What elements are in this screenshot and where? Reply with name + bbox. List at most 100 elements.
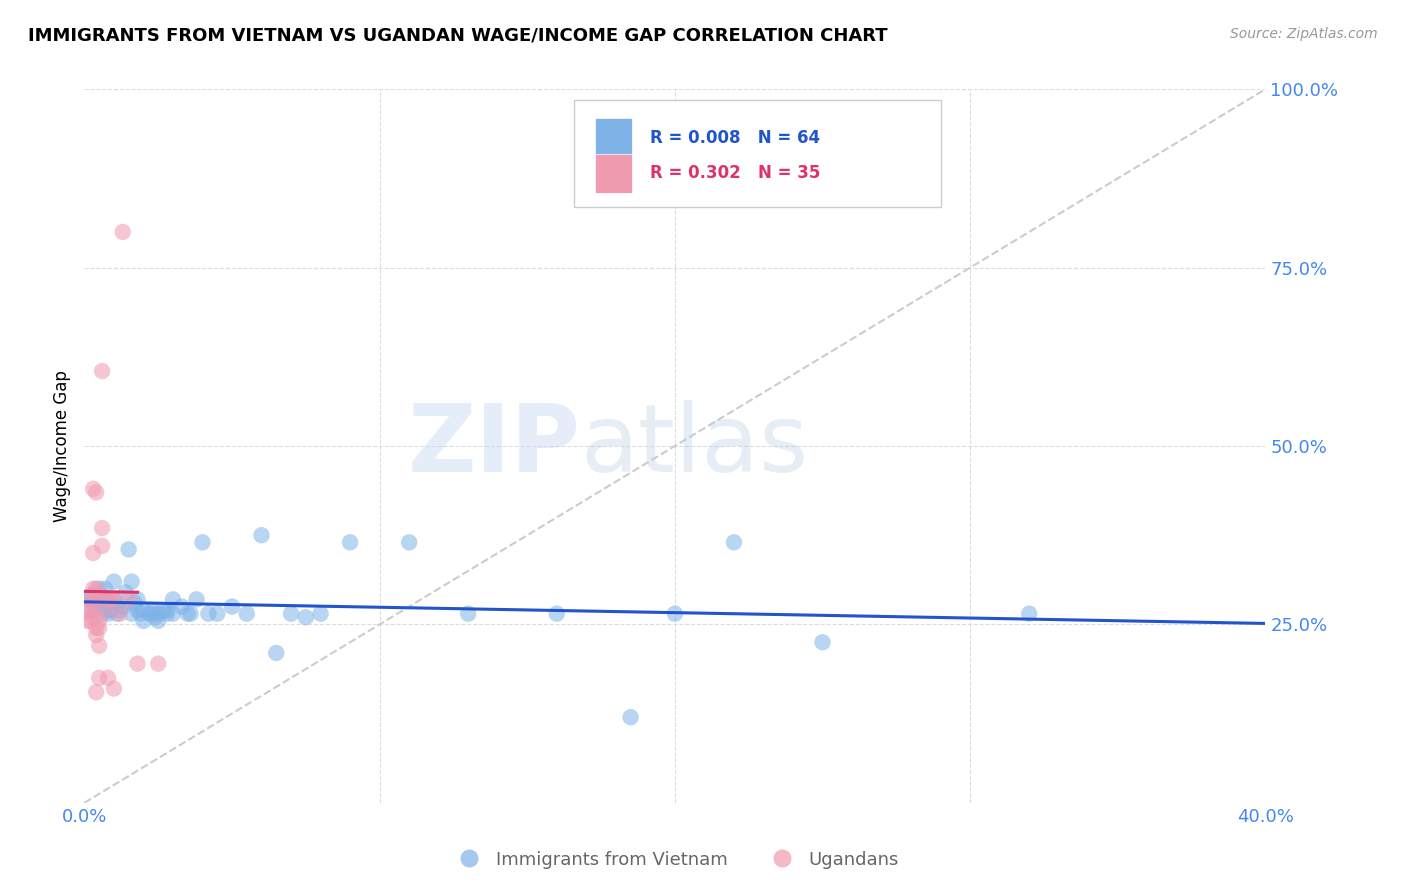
FancyBboxPatch shape (595, 118, 633, 157)
Point (108, 607, 131, 621)
Point (141, 603, 163, 617)
Point (105, 599, 128, 614)
Point (91, 521, 114, 535)
Point (89, 589, 111, 603)
Point (148, 607, 170, 621)
Point (100, 603, 122, 617)
Point (84, 485, 107, 500)
Point (82, 610, 104, 624)
Point (664, 607, 686, 621)
Point (546, 607, 568, 621)
Text: atlas: atlas (581, 400, 808, 492)
Point (129, 607, 152, 621)
Point (79, 614, 101, 628)
Point (264, 646, 288, 660)
Text: R = 0.008   N = 64: R = 0.008 N = 64 (650, 128, 820, 146)
Point (339, 535, 361, 549)
Y-axis label: Wage/Income Gap: Wage/Income Gap (53, 370, 72, 522)
Point (76, 603, 98, 617)
Point (148, 657, 170, 671)
Point (84, 628, 107, 642)
Point (205, 607, 228, 621)
Point (111, 599, 134, 614)
Point (619, 710, 641, 724)
Point (108, 603, 131, 617)
Point (82, 482, 104, 496)
Point (156, 607, 179, 621)
Text: R = 0.302   N = 35: R = 0.302 N = 35 (650, 164, 821, 182)
Point (162, 592, 184, 607)
Point (82, 582, 104, 596)
Point (197, 607, 219, 621)
Legend: Immigrants from Vietnam, Ugandans: Immigrants from Vietnam, Ugandans (443, 844, 907, 876)
FancyBboxPatch shape (575, 100, 941, 207)
Point (89, 582, 111, 596)
Point (177, 607, 200, 621)
Point (723, 535, 745, 549)
Point (84, 621, 107, 635)
Point (91, 596, 114, 610)
Point (148, 614, 170, 628)
Point (84, 582, 107, 596)
Point (82, 603, 104, 617)
Point (156, 603, 179, 617)
Point (79, 592, 101, 607)
Point (89, 671, 111, 685)
Point (191, 535, 214, 549)
Point (143, 610, 166, 624)
Point (118, 592, 141, 607)
Point (457, 607, 479, 621)
Point (114, 585, 136, 599)
Point (127, 592, 149, 607)
Point (295, 610, 318, 624)
Point (89, 589, 111, 603)
Point (97, 592, 120, 607)
Point (132, 614, 155, 628)
Point (236, 607, 259, 621)
Point (111, 225, 134, 239)
Point (79, 603, 101, 617)
Point (91, 539, 114, 553)
Point (309, 607, 332, 621)
Point (811, 635, 834, 649)
Point (121, 574, 143, 589)
Point (221, 599, 243, 614)
Point (97, 603, 120, 617)
Point (97, 671, 120, 685)
Point (100, 596, 122, 610)
Point (89, 621, 111, 635)
Point (132, 603, 155, 617)
Point (103, 574, 125, 589)
Point (250, 528, 273, 542)
FancyBboxPatch shape (595, 153, 633, 193)
Point (186, 592, 208, 607)
Point (84, 685, 107, 699)
Text: IMMIGRANTS FROM VIETNAM VS UGANDAN WAGE/INCOME GAP CORRELATION CHART: IMMIGRANTS FROM VIETNAM VS UGANDAN WAGE/… (28, 27, 887, 45)
Point (91, 364, 114, 378)
Point (84, 592, 107, 607)
Point (105, 607, 128, 621)
Point (89, 639, 111, 653)
Point (103, 592, 125, 607)
Point (170, 599, 193, 614)
Point (76, 592, 98, 607)
Point (82, 596, 104, 610)
Point (180, 607, 202, 621)
Point (398, 535, 420, 549)
Point (76, 614, 98, 628)
Point (280, 607, 302, 621)
Point (127, 603, 149, 617)
Point (127, 657, 149, 671)
Point (103, 592, 125, 607)
Point (103, 681, 125, 696)
Point (94, 592, 117, 607)
Point (138, 607, 160, 621)
Point (79, 589, 101, 603)
Point (100, 592, 122, 607)
Point (124, 596, 146, 610)
Point (94, 582, 117, 596)
Point (1018, 607, 1040, 621)
Text: ZIP: ZIP (408, 400, 581, 492)
Point (84, 596, 107, 610)
Point (89, 614, 111, 628)
